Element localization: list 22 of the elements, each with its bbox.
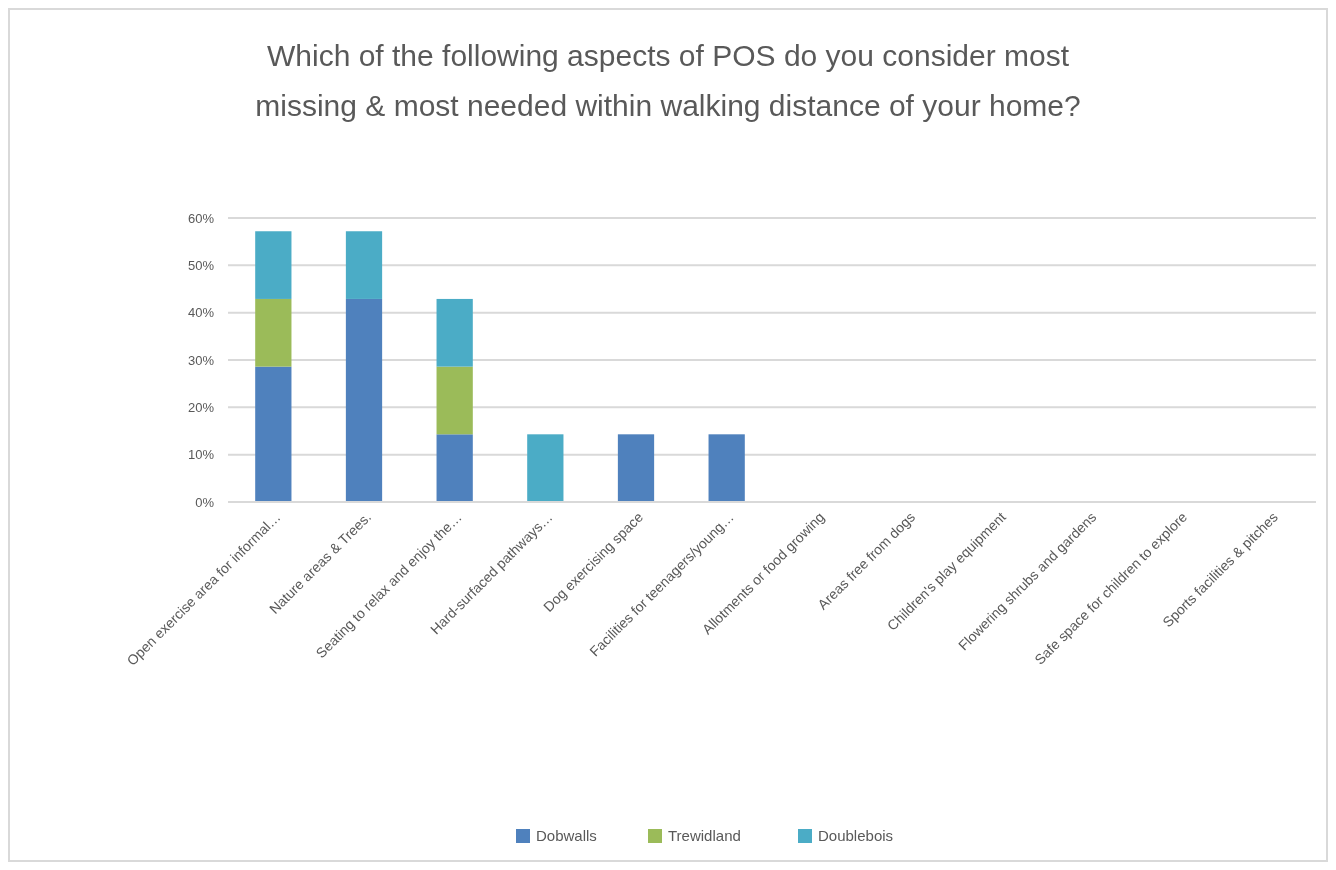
bar xyxy=(617,434,655,502)
bar xyxy=(527,434,564,502)
y-tick-label: 40% xyxy=(187,305,215,321)
chart-title: Which of the following aspects of POS do you consider most missing & most needed within walking distance of your home? xyxy=(255,39,1081,122)
bar xyxy=(436,298,473,367)
legend-label: Dobwalls xyxy=(536,827,597,845)
bar xyxy=(255,298,292,367)
bar xyxy=(708,434,745,502)
y-tick-label: 60% xyxy=(187,210,215,226)
y-tick-label: 20% xyxy=(187,399,215,415)
bar xyxy=(436,366,473,435)
bar xyxy=(345,298,383,502)
bar xyxy=(255,366,292,502)
legend-label: Trewidland xyxy=(668,827,741,845)
legend-label: Doublebois xyxy=(818,827,894,845)
y-tick-label: 0% xyxy=(195,494,215,510)
y-tick-label: 30% xyxy=(187,352,215,368)
y-tick-label: 50% xyxy=(187,257,215,273)
bar xyxy=(255,231,292,299)
y-tick-label: 10% xyxy=(187,447,215,463)
bar xyxy=(345,231,383,299)
bar xyxy=(436,434,473,502)
